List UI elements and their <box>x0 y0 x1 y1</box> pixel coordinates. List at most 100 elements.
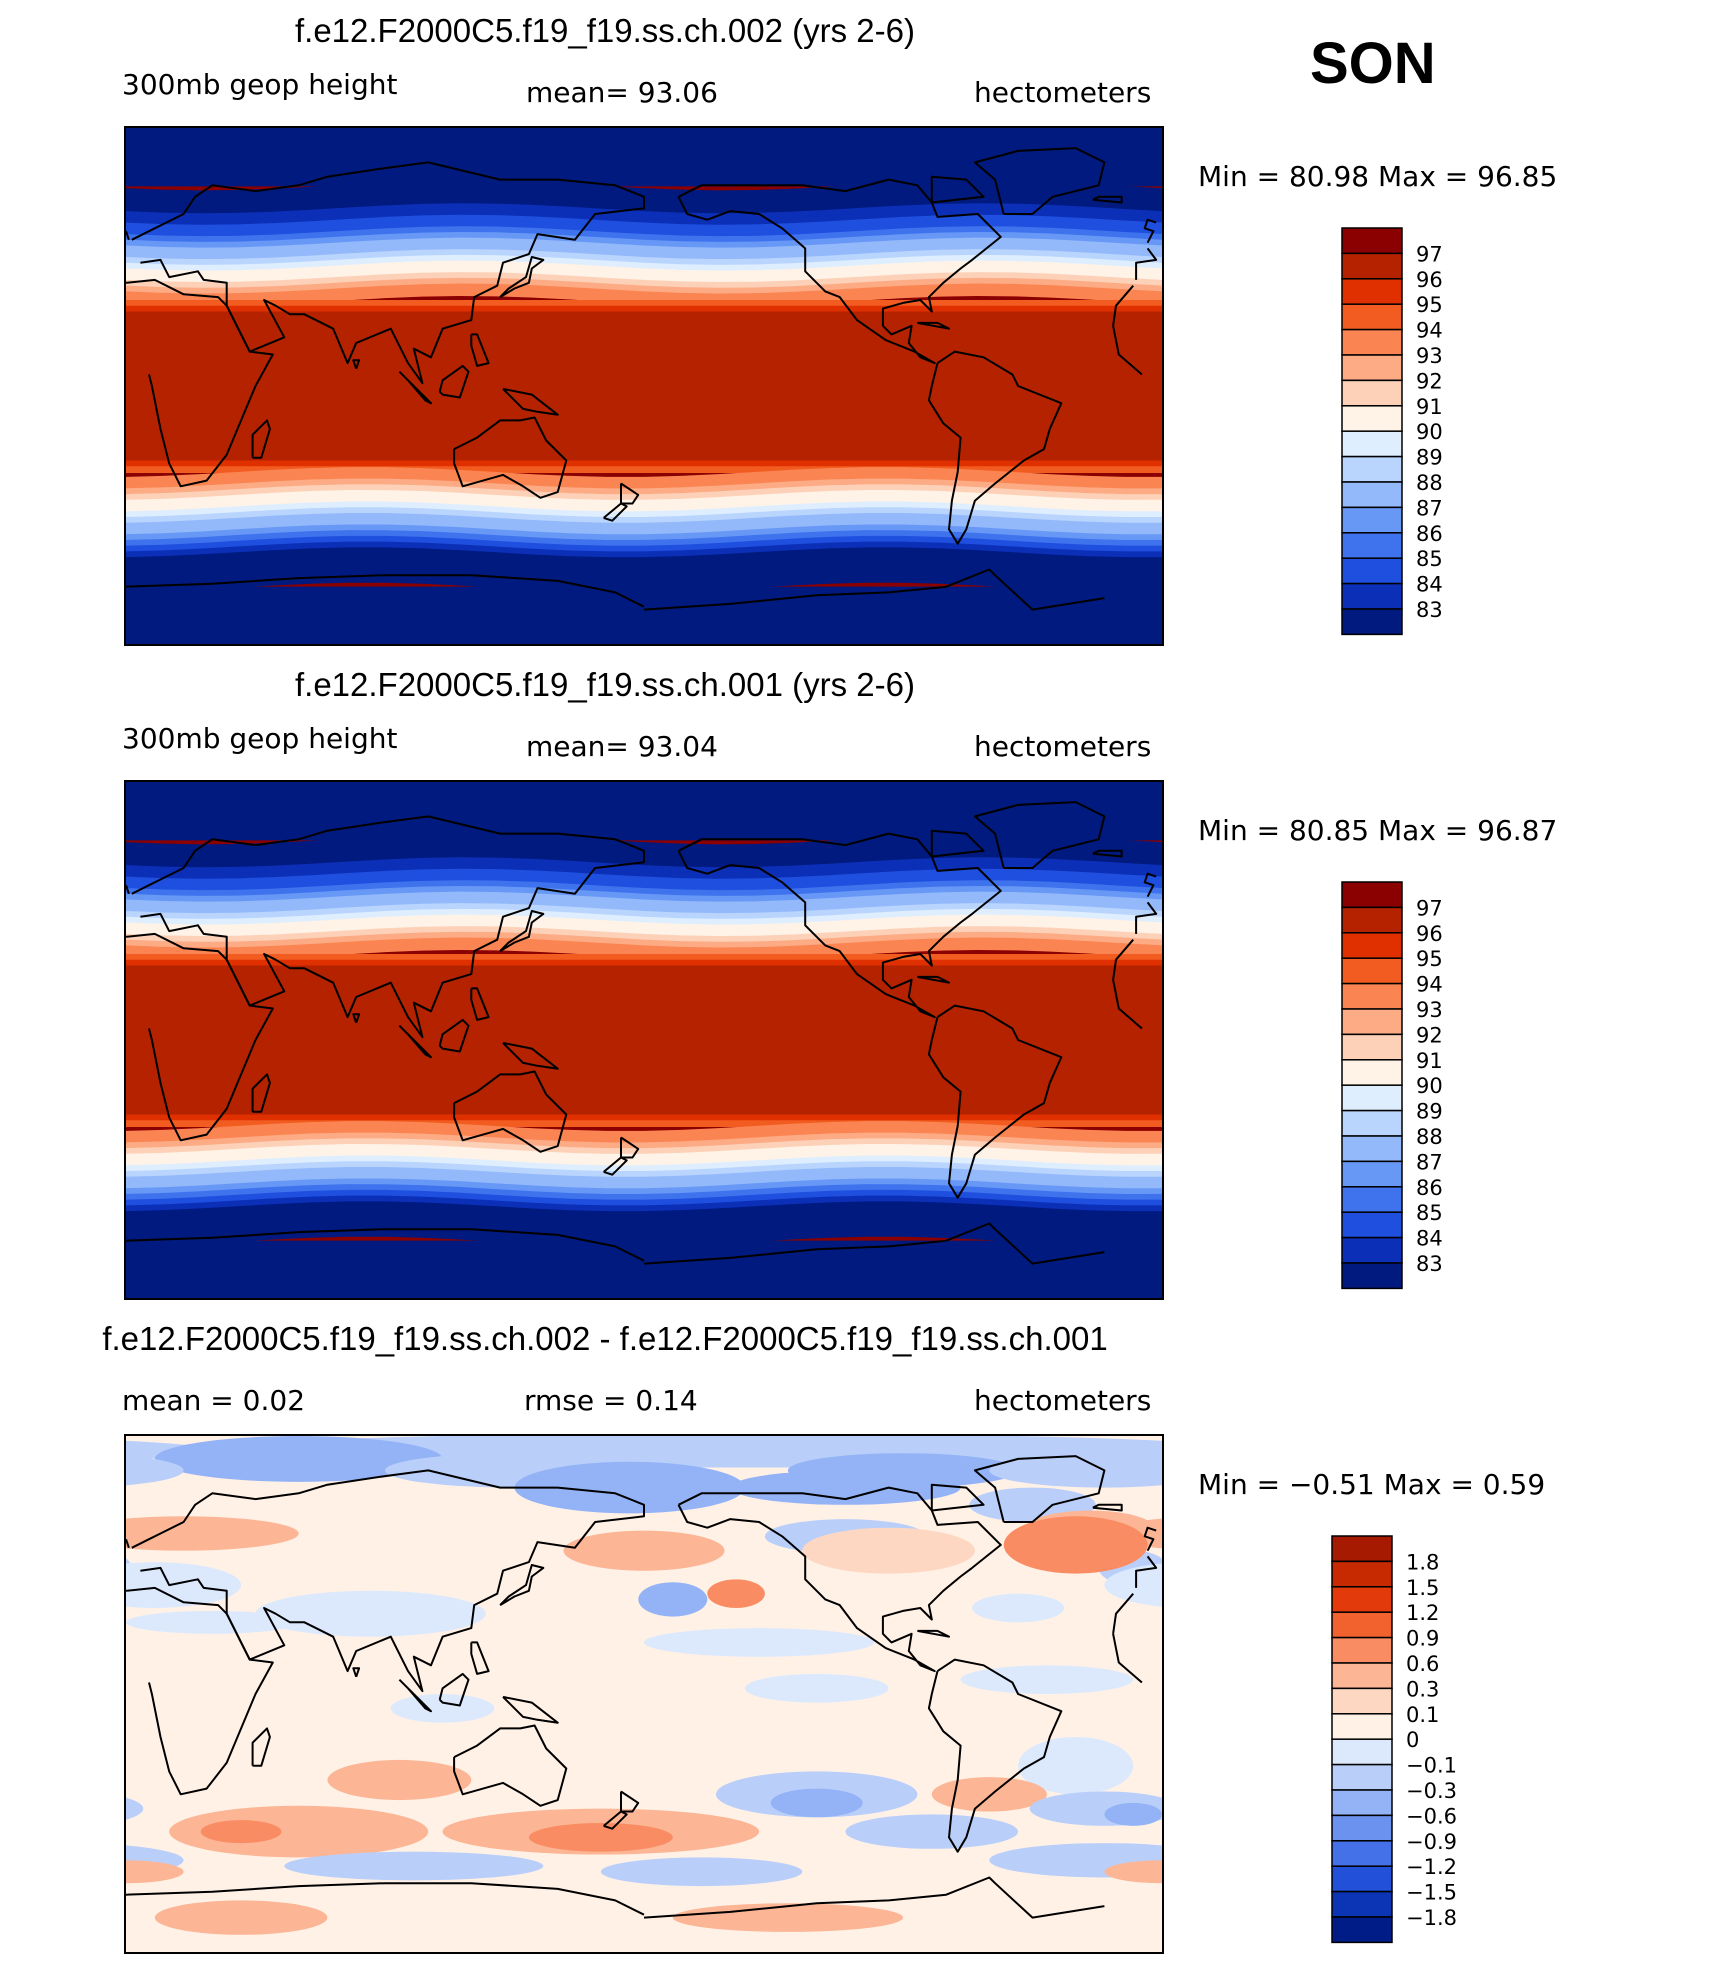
panel-1-colorbar-label-9: 88 <box>1416 471 1443 495</box>
panel-2-colorbar-label-3: 94 <box>1416 973 1443 997</box>
panel-1-coast-new-zealand <box>620 482 640 505</box>
panel-2-colorbar-label-2: 95 <box>1416 947 1443 971</box>
panel-3-colorbar-box-1 <box>1331 1560 1393 1588</box>
panel-2-coast-eurasia <box>131 815 645 1039</box>
panel-2-map <box>124 780 1164 1300</box>
panel-1-colorbar-box-3 <box>1341 303 1403 331</box>
panel-1-coast-cuba <box>917 321 950 330</box>
panel-3-anomaly-region-32 <box>169 1805 429 1858</box>
season-label: SON <box>1310 31 1436 96</box>
panel-1-map-field <box>126 128 1162 644</box>
panel-3-anomaly-region-28 <box>770 1788 863 1818</box>
panel-1-coast-uk <box>126 230 130 241</box>
panel-1-colorbar-label-6: 91 <box>1416 395 1443 419</box>
panel-3-coast-baffin <box>930 1483 985 1512</box>
panel-3-coast-iceland <box>1092 1503 1123 1512</box>
panel-1-colorbar-box-10 <box>1341 481 1403 509</box>
panel-3-rmse-label: rmse = 0.14 <box>524 1384 698 1417</box>
panel-3-colorbar-box-4 <box>1331 1636 1393 1664</box>
panel-1-colorbar-label-0: 97 <box>1416 242 1443 266</box>
panel-3-colorbar: 1.81.51.20.90.60.30.10−0.1−0.3−0.6−0.9−1… <box>1331 1535 1457 1944</box>
panel-3-colorbar-box-12 <box>1331 1840 1393 1867</box>
panel-3-anomaly-region-40 <box>154 1900 328 1935</box>
panel-1-coast-philippines <box>470 333 490 367</box>
panel-3-colorbar-label-8: −0.1 <box>1406 1754 1457 1778</box>
panel-3-colorbar-box-7 <box>1331 1713 1393 1740</box>
panel-3-anomaly-region-15 <box>707 1579 765 1608</box>
panel-1-colorbar-label-10: 87 <box>1416 496 1443 520</box>
panel-2-colorbar-label-6: 91 <box>1416 1049 1443 1073</box>
panel-2-coast-cuba <box>917 975 950 984</box>
panel-3-colorbar-label-10: −0.6 <box>1406 1804 1457 1828</box>
panel-3-anomaly-region-6 <box>730 1470 961 1505</box>
panel-2-coast-madagascar <box>251 1073 271 1113</box>
panel-3-colorbar-label-2: 1.2 <box>1406 1601 1439 1625</box>
panel-1-colorbar-label-5: 92 <box>1416 369 1443 393</box>
panel-2-coast-baffin <box>930 829 985 858</box>
panel-2-colorbar-box-12 <box>1341 1186 1403 1213</box>
panel-1-colorbar-label-1: 96 <box>1416 268 1443 292</box>
panel-3-colorbar-label-9: −0.3 <box>1406 1779 1457 1803</box>
panel-1-colorbar-label-2: 95 <box>1416 293 1443 317</box>
panel-3-anomaly-region-21 <box>644 1628 875 1657</box>
panel-2-variable-label: 300mb geop height <box>122 722 398 755</box>
panel-2-mean-label: mean= 93.04 <box>526 730 718 763</box>
panel-1-coast-madagascar <box>251 419 271 459</box>
panel-1-coast-sumatra <box>398 370 432 405</box>
panel-3-anomaly-region-16 <box>802 1527 975 1574</box>
panel-3-colorbar-label-3: 0.9 <box>1406 1627 1439 1651</box>
panel-3-anomaly-region-11 <box>126 1562 242 1608</box>
panel-2-colorbar-box-6 <box>1341 1033 1403 1061</box>
panel-1-coast-uk <box>1143 218 1157 244</box>
panel-3-anomaly-contours <box>126 1436 1162 1935</box>
panel-3-map-field <box>126 1436 1162 1952</box>
panel-2-colorbar-box-14 <box>1341 1236 1403 1264</box>
panel-2-colorbar-box-3 <box>1341 957 1403 985</box>
panel-1-colorbar-box-12 <box>1341 532 1403 559</box>
panel-2-coast-borneo <box>438 1018 470 1053</box>
panel-2-colorbar-box-9 <box>1341 1109 1403 1137</box>
panel-2-colorbar-box-1 <box>1341 906 1403 934</box>
panel-3-colorbar-label-4: 0.6 <box>1406 1652 1439 1676</box>
panel-2-colorbar-label-10: 87 <box>1416 1150 1443 1174</box>
panel-3-coast-eurasia <box>1135 1555 1158 1588</box>
panel-1-colorbar-label-7: 90 <box>1416 420 1443 444</box>
panel-3-anomaly-region-25 <box>1018 1737 1134 1795</box>
panel-1-coast-antarctica <box>126 574 645 608</box>
panel-3-title: f.e12.F2000C5.f19_f19.ss.ch.002 - f.e12.… <box>102 1320 1108 1357</box>
panel-1-coast-greenland <box>973 147 1106 215</box>
panel-2-colorbar-box-15 <box>1341 1262 1403 1290</box>
panel-1-coast-new-guinea <box>502 387 559 416</box>
panel-1-colorbar-box-1 <box>1341 252 1403 280</box>
panel-2-colorbar-label-14: 83 <box>1416 1252 1443 1276</box>
panel-2-colorbar-box-5 <box>1341 1008 1403 1036</box>
panel-2-colorbar-box-7 <box>1341 1059 1403 1086</box>
panel-3-coast-south-america <box>927 1658 1063 1853</box>
panel-3-colorbar-box-0 <box>1331 1535 1393 1563</box>
panel-2-coast-new-zealand-south <box>603 1156 628 1176</box>
panel-3-anomaly-region-24 <box>390 1694 495 1723</box>
panel-3-anomaly-region-26 <box>327 1759 472 1801</box>
panel-3-colorbar-box-5 <box>1331 1662 1393 1690</box>
panel-1-contour-bands <box>126 128 1162 644</box>
panel-2-coast-sumatra <box>398 1024 432 1059</box>
panel-3-mean-label: mean = 0.02 <box>122 1384 306 1417</box>
panel-1-coast-south-america <box>927 350 1063 545</box>
panel-3-coast-philippines <box>470 1641 490 1675</box>
panel-3-anomaly-region-22 <box>744 1673 889 1703</box>
panel-2-colorbar-label-8: 89 <box>1416 1100 1443 1124</box>
panel-3-anomaly-region-20 <box>126 1610 299 1634</box>
panel-1-colorbar-box-7 <box>1341 405 1403 432</box>
panel-2-colorbar-label-12: 85 <box>1416 1201 1443 1225</box>
panel-3-coast-greenland <box>973 1455 1106 1523</box>
panel-1-coast-africa <box>1112 325 1143 376</box>
panel-1-coastlines <box>126 147 1158 611</box>
panel-2-colorbar-label-11: 86 <box>1416 1176 1443 1200</box>
panel-1-colorbar-box-15 <box>1341 608 1403 636</box>
panel-3-coast-new-zealand <box>620 1790 640 1813</box>
panel-1-coast-baffin <box>930 175 985 204</box>
panel-3-coast-new-zealand-south <box>603 1810 628 1830</box>
panel-1-coast-borneo <box>438 364 470 399</box>
panel-3-colorbar-label-0: 1.8 <box>1406 1550 1439 1574</box>
panel-3-coast-borneo <box>438 1672 470 1707</box>
